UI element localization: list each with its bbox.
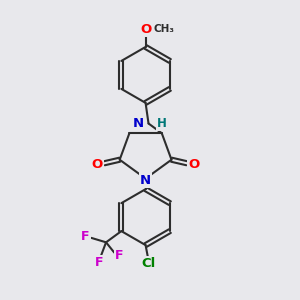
Text: F: F <box>95 256 103 269</box>
Text: O: O <box>188 158 200 171</box>
Text: H: H <box>157 117 166 130</box>
Text: O: O <box>92 158 103 171</box>
Text: F: F <box>81 230 90 243</box>
Text: Cl: Cl <box>141 257 156 270</box>
Text: N: N <box>133 117 144 130</box>
Text: F: F <box>115 249 124 262</box>
Text: CH₃: CH₃ <box>154 24 175 34</box>
Text: O: O <box>140 23 151 36</box>
Text: N: N <box>140 173 151 187</box>
